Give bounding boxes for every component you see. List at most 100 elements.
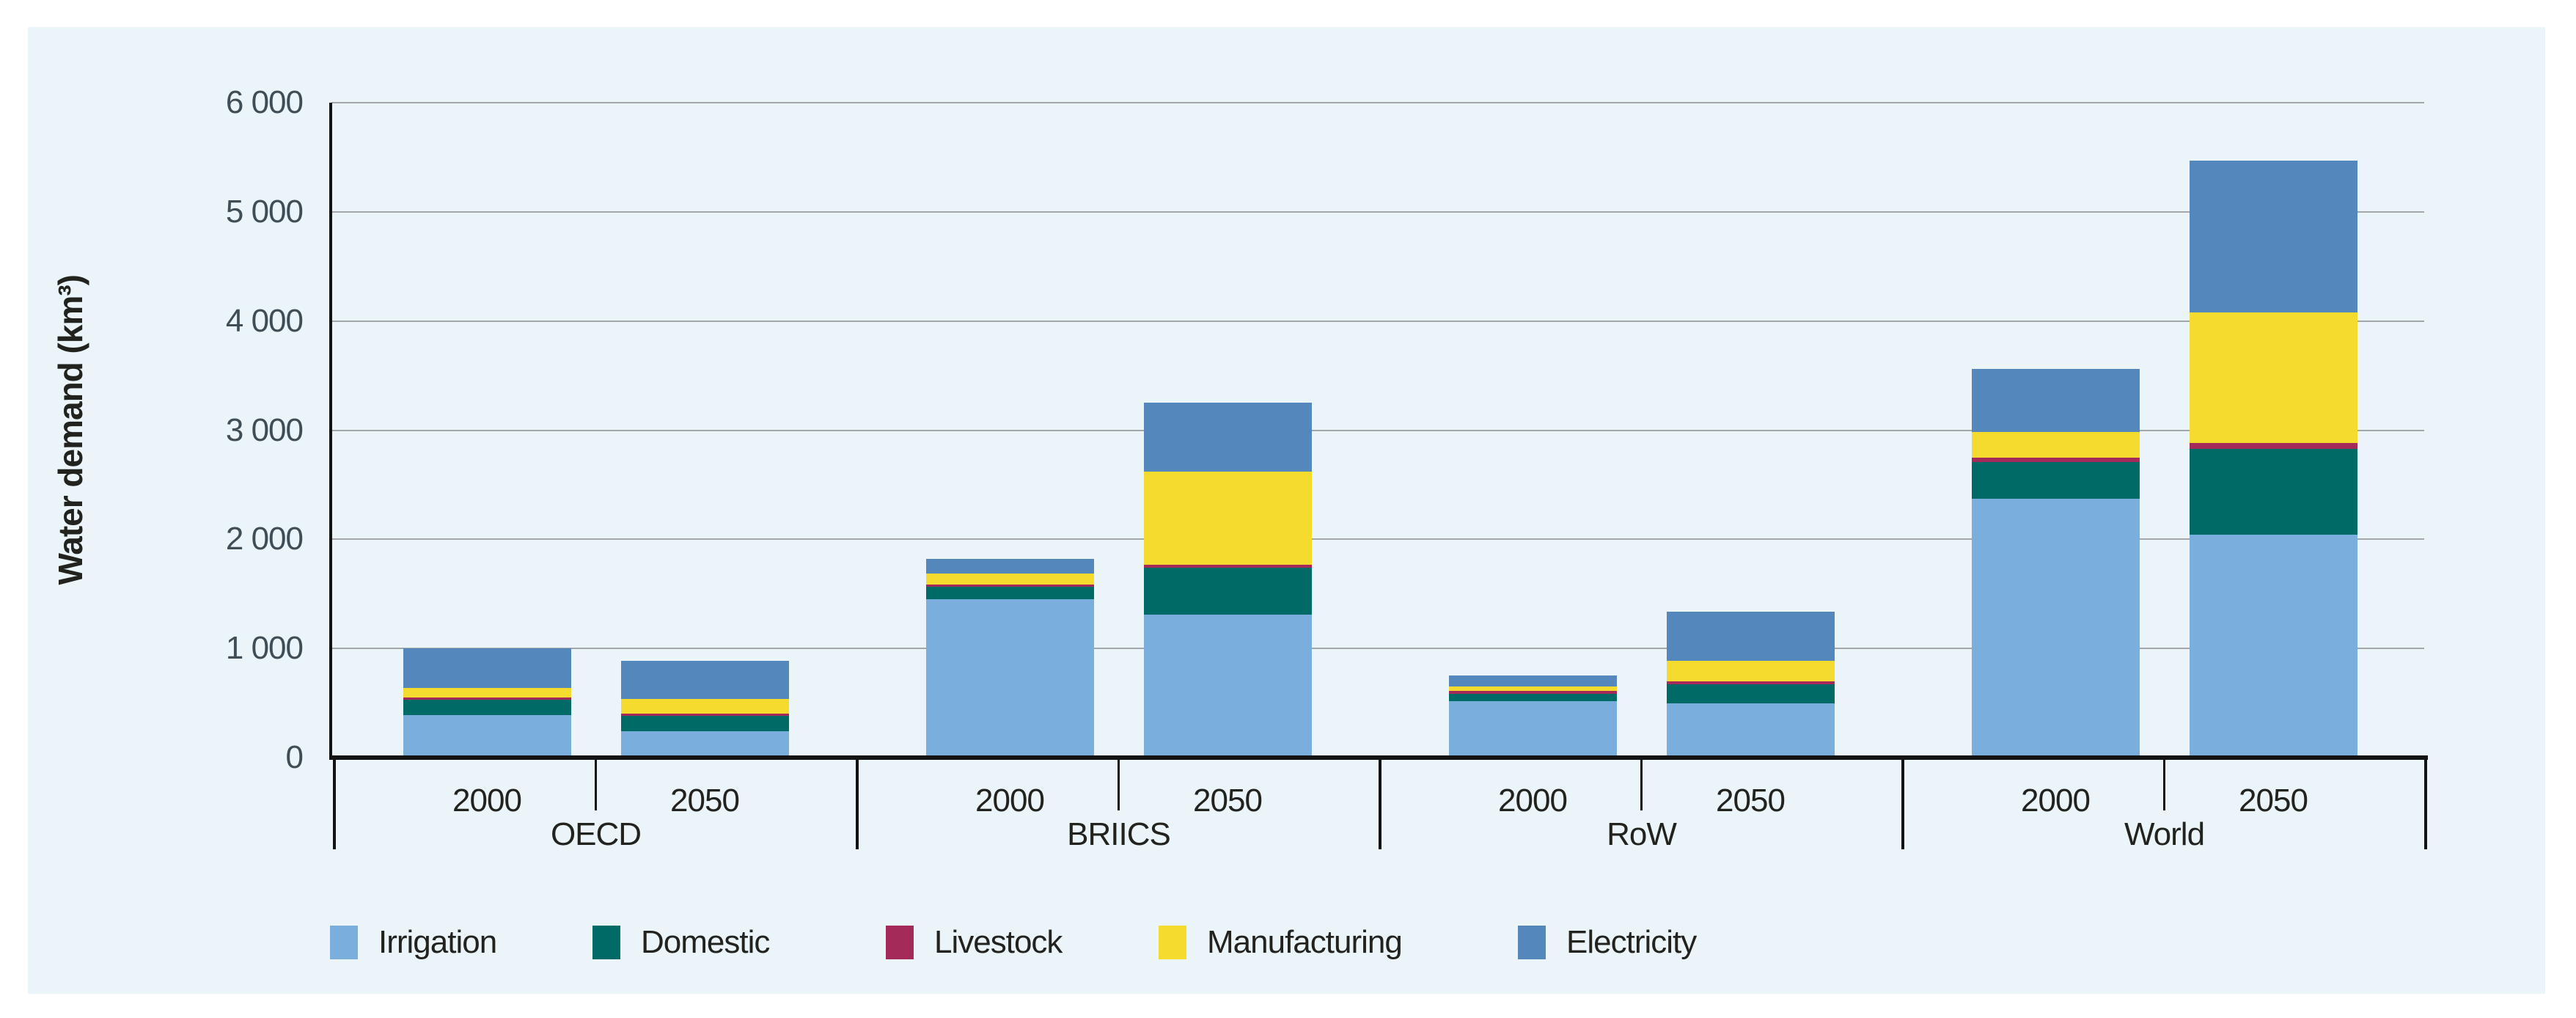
bar-segment-domestic [403, 700, 571, 715]
bar-segment-electricity [403, 648, 571, 688]
bar-segment-livestock [2189, 442, 2357, 449]
bar-segment-electricity [1448, 675, 1617, 687]
bar-segment-irrigation [1666, 703, 1835, 758]
bar-segment-electricity [925, 559, 1094, 574]
bar-segment-irrigation [403, 714, 571, 758]
bar-segment-domestic [2189, 448, 2357, 535]
legend-label: Domestic [641, 924, 770, 960]
stacked-bar-briics-2050 [1143, 403, 1312, 758]
x-year-label: 2000 [2021, 783, 2091, 819]
bar-segment-irrigation [1971, 499, 2140, 758]
legend-label: Irrigation [378, 924, 497, 960]
bar-segment-livestock [1971, 457, 2140, 462]
group-tick-separator [1379, 758, 1381, 849]
bar-segment-electricity [620, 660, 789, 699]
gridline [331, 648, 2424, 650]
year-tick-separator [2163, 758, 2165, 810]
bar-segment-domestic [1143, 567, 1312, 615]
group-tick-separator [2424, 758, 2427, 849]
legend-label: Electricity [1566, 924, 1697, 960]
legend-swatch-manufacturing-icon [1159, 926, 1186, 959]
bar-segment-livestock [620, 714, 789, 716]
x-year-label: 2000 [452, 783, 522, 819]
x-year-label: 2050 [2239, 783, 2308, 819]
bar-segment-irrigation [925, 599, 1094, 758]
stacked-bar-oecd-2000 [403, 648, 571, 758]
year-tick-separator [1640, 758, 1643, 810]
bar-segment-domestic [925, 587, 1094, 600]
bar-segment-manufacturing [1971, 431, 2140, 458]
bar-segment-manufacturing [1143, 472, 1312, 565]
bar-segment-irrigation [2189, 535, 2357, 758]
bar-segment-irrigation [1448, 701, 1617, 758]
x-year-label: 2050 [1193, 783, 1263, 819]
stacked-bar-oecd-2050 [620, 660, 789, 758]
bar-segment-domestic [1448, 693, 1617, 702]
x-region-label-row: RoW [1607, 816, 1677, 852]
x-region-label-world: World [2124, 816, 2205, 852]
y-tick-label: 6 000 [225, 84, 304, 120]
legend-label: Manufacturing [1207, 924, 1403, 960]
bar-segment-domestic [1666, 684, 1835, 703]
bar-segment-domestic [1971, 461, 2140, 499]
group-tick-separator [1901, 758, 1904, 849]
legend-label: Livestock [934, 924, 1063, 960]
gridline [331, 429, 2424, 431]
y-tick-label: 5 000 [225, 193, 304, 230]
legend-swatch-domestic-icon [592, 926, 620, 959]
bar-segment-livestock [1666, 681, 1835, 685]
legend-item-irrigation: Irrigation [330, 924, 497, 960]
bar-segment-electricity [1971, 369, 2140, 432]
bar-segment-irrigation [1143, 614, 1312, 758]
gridline [331, 210, 2424, 213]
x-region-label-oecd: OECD [550, 816, 642, 852]
gridline [331, 102, 2424, 103]
x-year-label: 2050 [670, 783, 740, 819]
gridline [331, 320, 2424, 322]
gridline [331, 538, 2424, 541]
y-tick-label: 1 000 [225, 630, 304, 667]
y-tick-label: 4 000 [225, 302, 304, 339]
bar-segment-electricity [1666, 611, 1835, 662]
year-tick-separator [1118, 758, 1120, 810]
legend-item-livestock: Livestock [886, 924, 1063, 960]
bar-segment-electricity [1143, 403, 1312, 472]
legend-item-domestic: Domestic [592, 924, 770, 960]
bar-segment-irrigation [620, 731, 789, 758]
bar-segment-manufacturing [925, 574, 1094, 585]
y-tick-label: 0 [285, 739, 304, 775]
stacked-bar-row-2050 [1666, 611, 1835, 758]
legend-item-electricity: Electricity [1518, 924, 1697, 960]
legend-swatch-electricity-icon [1518, 926, 1546, 959]
group-tick-separator [856, 758, 859, 849]
y-axis-line [329, 103, 332, 760]
chart-panel: Water demand (km³) Irrigation Domestic Liv… [28, 27, 2545, 994]
x-region-label-briics: BRIICS [1067, 816, 1171, 852]
legend-swatch-livestock-icon [886, 926, 914, 959]
bar-segment-livestock [1448, 691, 1617, 694]
bar-segment-manufacturing [403, 687, 571, 698]
bar-segment-livestock [925, 585, 1094, 587]
x-year-label: 2000 [1498, 783, 1568, 819]
bar-segment-livestock [1143, 564, 1312, 568]
stacked-bar-briics-2000 [925, 559, 1094, 758]
bar-segment-livestock [403, 697, 571, 700]
y-tick-label: 2 000 [225, 521, 304, 557]
bar-segment-manufacturing [620, 698, 789, 714]
bar-segment-manufacturing [2189, 312, 2357, 443]
legend-item-manufacturing: Manufacturing [1159, 924, 1403, 960]
bar-segment-manufacturing [1666, 661, 1835, 681]
group-tick-separator [333, 758, 336, 849]
bar-segment-manufacturing [1448, 686, 1617, 692]
x-year-label: 2000 [975, 783, 1045, 819]
x-axis-line [329, 755, 2428, 760]
y-tick-label: 3 000 [225, 411, 304, 448]
legend-swatch-irrigation-icon [330, 926, 358, 959]
stacked-bar-world-2000 [1971, 369, 2140, 758]
stacked-bar-world-2050 [2189, 160, 2357, 758]
stacked-bar-row-2000 [1448, 675, 1617, 758]
bar-segment-domestic [620, 715, 789, 732]
x-year-label: 2050 [1716, 783, 1786, 819]
bar-segment-electricity [2189, 160, 2357, 313]
